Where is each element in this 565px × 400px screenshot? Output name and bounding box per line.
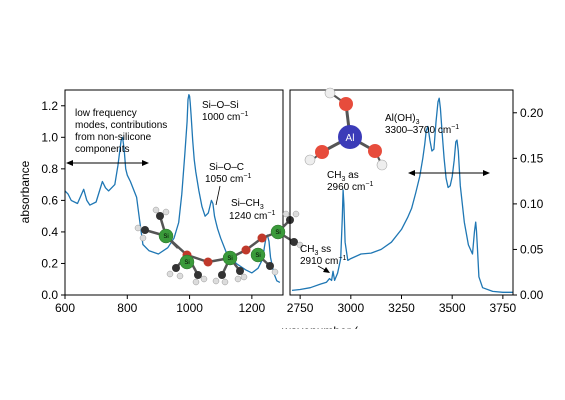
y-tick-label: 0.6 xyxy=(41,193,58,207)
double-arrow-low-frequency xyxy=(66,160,149,166)
si-o-si-wavenumber: 1000 cm−1 xyxy=(202,111,248,123)
y-tick-label: 0.4 xyxy=(41,225,58,239)
y-tick-label: 0.2 xyxy=(41,256,58,270)
x-tick-label: 2750 xyxy=(287,301,314,315)
si-o-si-label: Si–O–Si xyxy=(202,100,239,111)
siloxane-oxygen xyxy=(241,245,251,255)
oxygen-atom xyxy=(315,145,329,159)
si-atom-label: Si xyxy=(184,260,189,266)
aloh3-label: Al(OH)3 xyxy=(385,113,420,126)
aluminum-atom xyxy=(338,125,362,149)
series-line-left xyxy=(64,94,281,283)
al-atom-label: Al xyxy=(346,133,355,144)
low-frequency-annotation: low frequency modes, contributions from … xyxy=(66,108,167,166)
left-axes-frame xyxy=(64,89,284,296)
hydrogen-atom xyxy=(376,159,388,171)
x-tick-label: 800 xyxy=(117,301,137,315)
double-arrow-aloh3-range xyxy=(408,170,490,176)
si-o-c-wavenumber: 1050 cm−1 xyxy=(205,173,251,185)
low-frequency-line-3: from non-silicone xyxy=(75,132,152,143)
x-tick-label: 600 xyxy=(55,301,75,315)
ch3-ss-wavenumber: 2910 cm−1 xyxy=(300,255,346,267)
aluminum-hydroxide-molecule-illustration: Al xyxy=(304,87,388,171)
y-axis-label: absorbance xyxy=(18,160,32,223)
si-o-c-arrow xyxy=(215,185,221,206)
x-tick-label: 1200 xyxy=(239,301,266,315)
hydrogen-atom xyxy=(324,87,336,99)
si-atom-label: Si xyxy=(227,256,232,262)
oxygen-atom xyxy=(339,97,353,111)
x-tick-label: 3750 xyxy=(490,301,517,315)
ch3-ss-arrow xyxy=(317,265,330,273)
si-atom-label: Si xyxy=(275,230,280,236)
y-tick-label: 1.2 xyxy=(41,99,58,113)
left-ticks: 600 800 1000 1200 0.0 0.2 0.4 0.6 0.8 1.0 1.2 xyxy=(41,99,265,315)
x-tick-label: 3250 xyxy=(388,301,415,315)
aloh3-range: 3300–3700 cm−1 xyxy=(385,124,459,136)
ch3-ss-label: CH3 ss xyxy=(300,244,331,257)
si-ch3-label: Si–CH3 xyxy=(231,198,264,211)
y-tick-label: 0.15 xyxy=(520,151,544,165)
y-tick-label: 0.20 xyxy=(520,106,544,120)
x-axis-label: wavenumber (cm xyxy=(281,324,374,338)
low-frequency-line-1: low frequency xyxy=(75,108,137,119)
x-tick-label: 3500 xyxy=(439,301,466,315)
right-axes-frame xyxy=(289,89,514,296)
si-atom-label: Si xyxy=(255,253,260,259)
y-tick-label: 0.8 xyxy=(41,162,58,176)
left-series-layer xyxy=(64,94,281,283)
x-axis-label-clip: wavenumber (cm xyxy=(281,324,374,338)
oxygen-atom xyxy=(368,144,382,158)
y-tick-label: 0.00 xyxy=(520,288,544,302)
si-o-c-label: Si–O–C xyxy=(209,162,244,173)
siloxane-oxygen xyxy=(203,257,213,267)
y-tick-label: 0.05 xyxy=(520,242,544,256)
x-tick-label: 1000 xyxy=(176,301,203,315)
low-frequency-line-2: modes, contributions xyxy=(75,120,167,131)
si-ch3-wavenumber: 1240 cm−1 xyxy=(229,210,275,222)
si-atom-label: Si xyxy=(163,234,168,240)
siloxane-molecule-illustration: Si Si Si Si Si xyxy=(134,206,304,286)
hydrogen-atom xyxy=(304,154,316,166)
y-tick-label: 1.0 xyxy=(41,130,58,144)
series-line-right xyxy=(291,97,513,293)
y-tick-label: 0.10 xyxy=(520,197,544,211)
siloxane-oxygen xyxy=(257,233,267,243)
right-series-layer xyxy=(291,97,513,293)
y-tick-label: 0.0 xyxy=(41,288,58,302)
ch3-as-wavenumber: 2960 cm−1 xyxy=(327,181,373,193)
low-frequency-line-4: components xyxy=(75,144,129,155)
x-tick-label: 3000 xyxy=(337,301,364,315)
left-panel: 600 800 1000 1200 0.0 0.2 0.4 0.6 0.8 1.0 1.2 abso… xyxy=(18,89,304,315)
ch3-as-label: CH3 as xyxy=(327,170,359,183)
